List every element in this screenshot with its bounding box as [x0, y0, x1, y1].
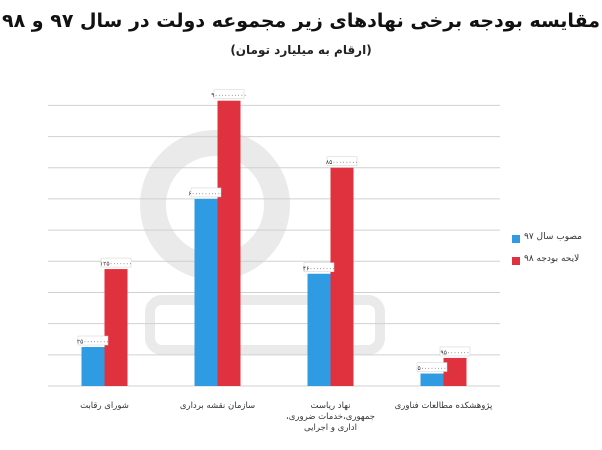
data-label-box	[77, 335, 109, 346]
bar-bill-98	[217, 100, 241, 386]
chart-title: مقایسه بودجه برخی نهادهای زیر مجموعه دول…	[1, 10, 601, 32]
bar-approved-97	[81, 347, 105, 386]
category-label: سازمان نقشه برداری	[180, 401, 255, 411]
legend-item-series-1: مصوب سال ۹۷	[512, 232, 600, 246]
watermark-band	[145, 295, 385, 355]
bar-approved-97	[307, 273, 331, 386]
category-labels: شورای رقابت سازمان نقشه برداری نهاد ریاستج…	[80, 401, 493, 433]
data-label: ۶۰۰۰۰۰۰۰۰۰۰	[188, 190, 223, 197]
data-label: ۱۲۵۰۰۰۰۰۰۰	[100, 261, 132, 268]
bar-approved-97	[194, 198, 218, 386]
data-labels: ۲۵۰۰۰۰۰۰۰۰ ۱۲۵۰۰۰۰۰۰۰ ۶۰۰۰۰۰۰۰۰۰۰ ۹۰۰۰۰۰۰۰۰…	[77, 89, 471, 372]
legend-item-series-2: لایحه بودجه ۹۸	[512, 254, 600, 268]
data-label: ۵۰۰۰۰۰۰۰۰	[417, 365, 446, 372]
data-label-box	[213, 89, 245, 99]
data-label-box	[100, 257, 132, 268]
legend-label: لایحه بودجه ۹۸	[524, 254, 580, 264]
data-label-box	[303, 262, 335, 273]
category-label: نهاد ریاست	[311, 401, 351, 411]
category-label: جمهوری،خدمات ضروری،	[286, 412, 375, 422]
bar-bill-98	[104, 269, 128, 386]
bar-approved-97	[420, 373, 444, 386]
data-label-box	[326, 156, 358, 166]
category-label: شورای رقابت	[80, 401, 129, 411]
data-label: ۹۰۰۰۰۰۰۰۰۰۰	[211, 92, 246, 99]
bar-bill-98	[330, 167, 354, 386]
data-label-box	[439, 346, 471, 357]
bar-bill-98	[443, 357, 467, 386]
data-label: ۹۵۰۰۰۰۰۰۰	[440, 349, 469, 356]
category-label: اداری و اجرایی	[304, 423, 357, 433]
data-label-box	[190, 187, 222, 198]
data-label: ۸۵۰۰۰۰۰۰۰۰	[326, 159, 358, 166]
data-label-box	[416, 362, 448, 372]
legend-label: مصوب سال ۹۷	[524, 232, 582, 242]
data-label: ۲۵۰۰۰۰۰۰۰۰	[77, 339, 109, 346]
data-label: ۴۶۰۰۰۰۰۰۰۰	[303, 265, 335, 272]
category-label: پژوهشکده مطالعات فناوری	[395, 401, 493, 411]
legend-swatch-blue	[512, 235, 520, 243]
chart-subtitle: (ارقام به میلیارد تومان)	[230, 43, 372, 57]
bars	[81, 100, 467, 386]
legend-swatch-red	[512, 257, 520, 265]
